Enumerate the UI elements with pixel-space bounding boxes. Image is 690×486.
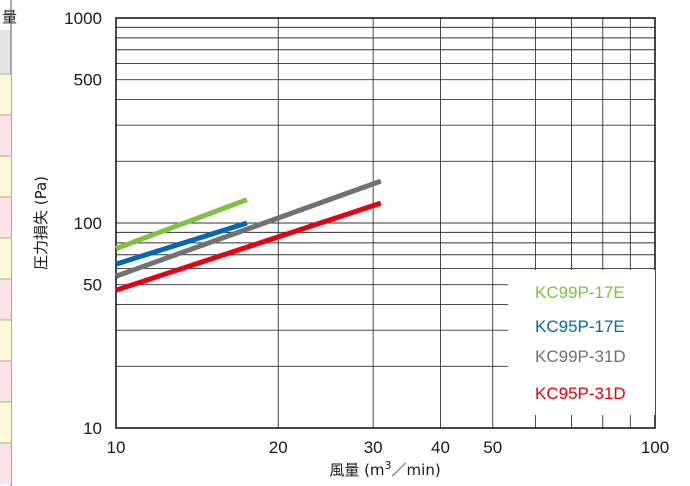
table-cell [0, 320, 11, 361]
table-cell [0, 443, 11, 484]
table-cell [0, 361, 11, 402]
legend: KC99P-17E KC95P-17E KC99P-31D KC95P-31D [508, 270, 655, 415]
x-tick-label: 100 [641, 438, 669, 457]
y-tick-label: 50 [83, 276, 102, 295]
table-cell [0, 197, 11, 238]
table-cell [0, 238, 11, 279]
legend-entry-kc99p-31d: KC99P-31D [535, 347, 626, 366]
y-tick-label: 1000 [64, 9, 102, 28]
legend-entry-kc95p-31d: KC95P-31D [535, 384, 626, 403]
table-cell [0, 115, 11, 156]
y-tick-label: 10 [83, 419, 102, 438]
series-line-kc95p-17e [115, 220, 248, 267]
table-header-fragment: 量 [2, 8, 17, 26]
y-axis-label: 圧力損失 (Pa) [32, 176, 50, 270]
legend-entry-kc95p-17e: KC95P-17E [535, 317, 625, 336]
x-tick-label: 30 [364, 438, 383, 457]
table-header-cell [0, 30, 11, 74]
table-cell [0, 402, 11, 443]
x-tick-label: 20 [269, 438, 288, 457]
x-tick-label: 40 [431, 438, 450, 457]
x-axis-label: 風量 (m3／min) [329, 459, 440, 480]
tick-labels: 10 50 100 500 1000 10 20 30 40 50 100 [64, 9, 669, 457]
x-tick-label: 50 [483, 438, 502, 457]
x-tick-label: 10 [107, 438, 126, 457]
legend-entry-kc99p-17e: KC99P-17E [535, 283, 625, 302]
plot-area [115, 17, 656, 429]
table-cell [0, 74, 11, 115]
series-group [115, 178, 382, 293]
table-cell [0, 279, 11, 320]
series-line-kc99p-31d [115, 178, 382, 279]
y-tick-label: 500 [74, 71, 102, 90]
legend-box [508, 270, 655, 415]
series-line-kc95p-31d [115, 200, 382, 293]
table-cell [0, 156, 11, 197]
series-line-kc99p-17e [115, 197, 248, 251]
left-table-fragment: 量 [0, 0, 17, 486]
y-tick-label: 100 [74, 214, 102, 233]
